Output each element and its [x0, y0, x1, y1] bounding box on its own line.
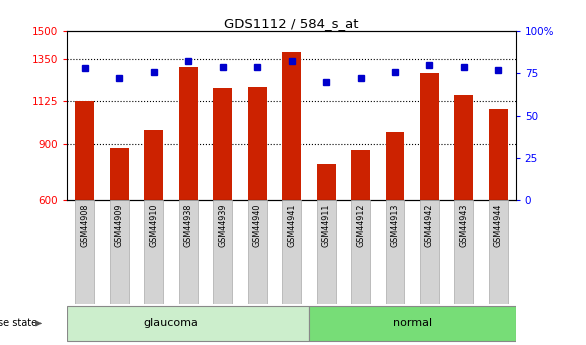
- Bar: [247, 200, 267, 304]
- Bar: [455, 95, 473, 200]
- Bar: [489, 109, 508, 200]
- Bar: [144, 130, 163, 200]
- Bar: [213, 88, 232, 200]
- Bar: [67, 306, 309, 341]
- Bar: [420, 200, 439, 304]
- Text: GSM44910: GSM44910: [149, 203, 158, 247]
- Text: GSM44942: GSM44942: [425, 203, 434, 247]
- Bar: [110, 148, 128, 200]
- Text: GSM44944: GSM44944: [494, 203, 503, 247]
- Text: GSM44941: GSM44941: [287, 203, 296, 247]
- Bar: [144, 200, 163, 304]
- Text: disease state: disease state: [0, 318, 37, 328]
- Title: GDS1112 / 584_s_at: GDS1112 / 584_s_at: [224, 17, 359, 30]
- Bar: [247, 87, 267, 200]
- Bar: [179, 200, 197, 304]
- Bar: [75, 200, 94, 304]
- Text: GSM44940: GSM44940: [253, 203, 261, 247]
- Bar: [455, 200, 473, 304]
- Text: GSM44909: GSM44909: [115, 203, 124, 247]
- Bar: [309, 306, 516, 341]
- Text: normal: normal: [393, 318, 432, 328]
- Text: GSM44938: GSM44938: [183, 203, 193, 247]
- Bar: [179, 67, 197, 200]
- Bar: [75, 101, 94, 200]
- Text: GSM44908: GSM44908: [80, 203, 89, 247]
- Bar: [110, 200, 128, 304]
- Text: GSM44939: GSM44939: [218, 203, 227, 247]
- Bar: [489, 200, 508, 304]
- Bar: [282, 52, 301, 200]
- Bar: [351, 150, 370, 200]
- Bar: [351, 200, 370, 304]
- Bar: [420, 73, 439, 200]
- Bar: [316, 200, 336, 304]
- Text: GSM44913: GSM44913: [390, 203, 400, 247]
- Text: GSM44943: GSM44943: [459, 203, 468, 247]
- Bar: [386, 132, 404, 200]
- Bar: [316, 165, 336, 200]
- Text: GSM44911: GSM44911: [322, 203, 331, 247]
- Text: glaucoma: glaucoma: [144, 318, 198, 328]
- Bar: [213, 200, 232, 304]
- Text: GSM44912: GSM44912: [356, 203, 365, 247]
- Bar: [282, 200, 301, 304]
- Bar: [386, 200, 404, 304]
